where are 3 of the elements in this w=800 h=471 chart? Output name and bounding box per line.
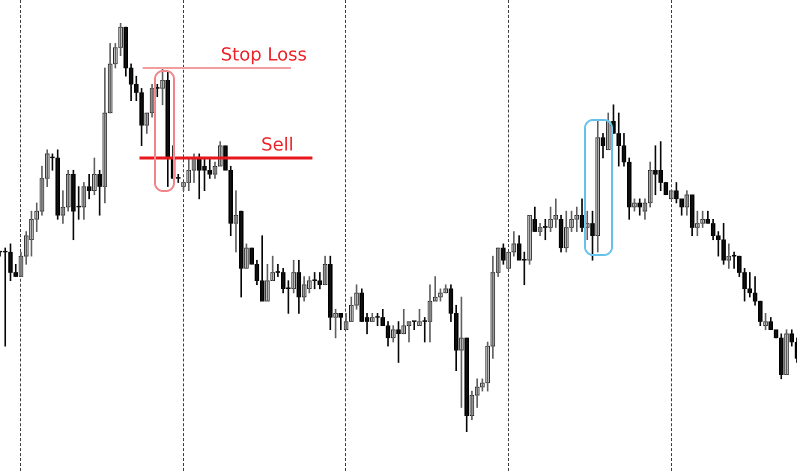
ref-line-label: Sell — [261, 134, 294, 156]
candlestick — [412, 320, 417, 330]
ref-line-label: Stop Loss — [220, 44, 307, 66]
